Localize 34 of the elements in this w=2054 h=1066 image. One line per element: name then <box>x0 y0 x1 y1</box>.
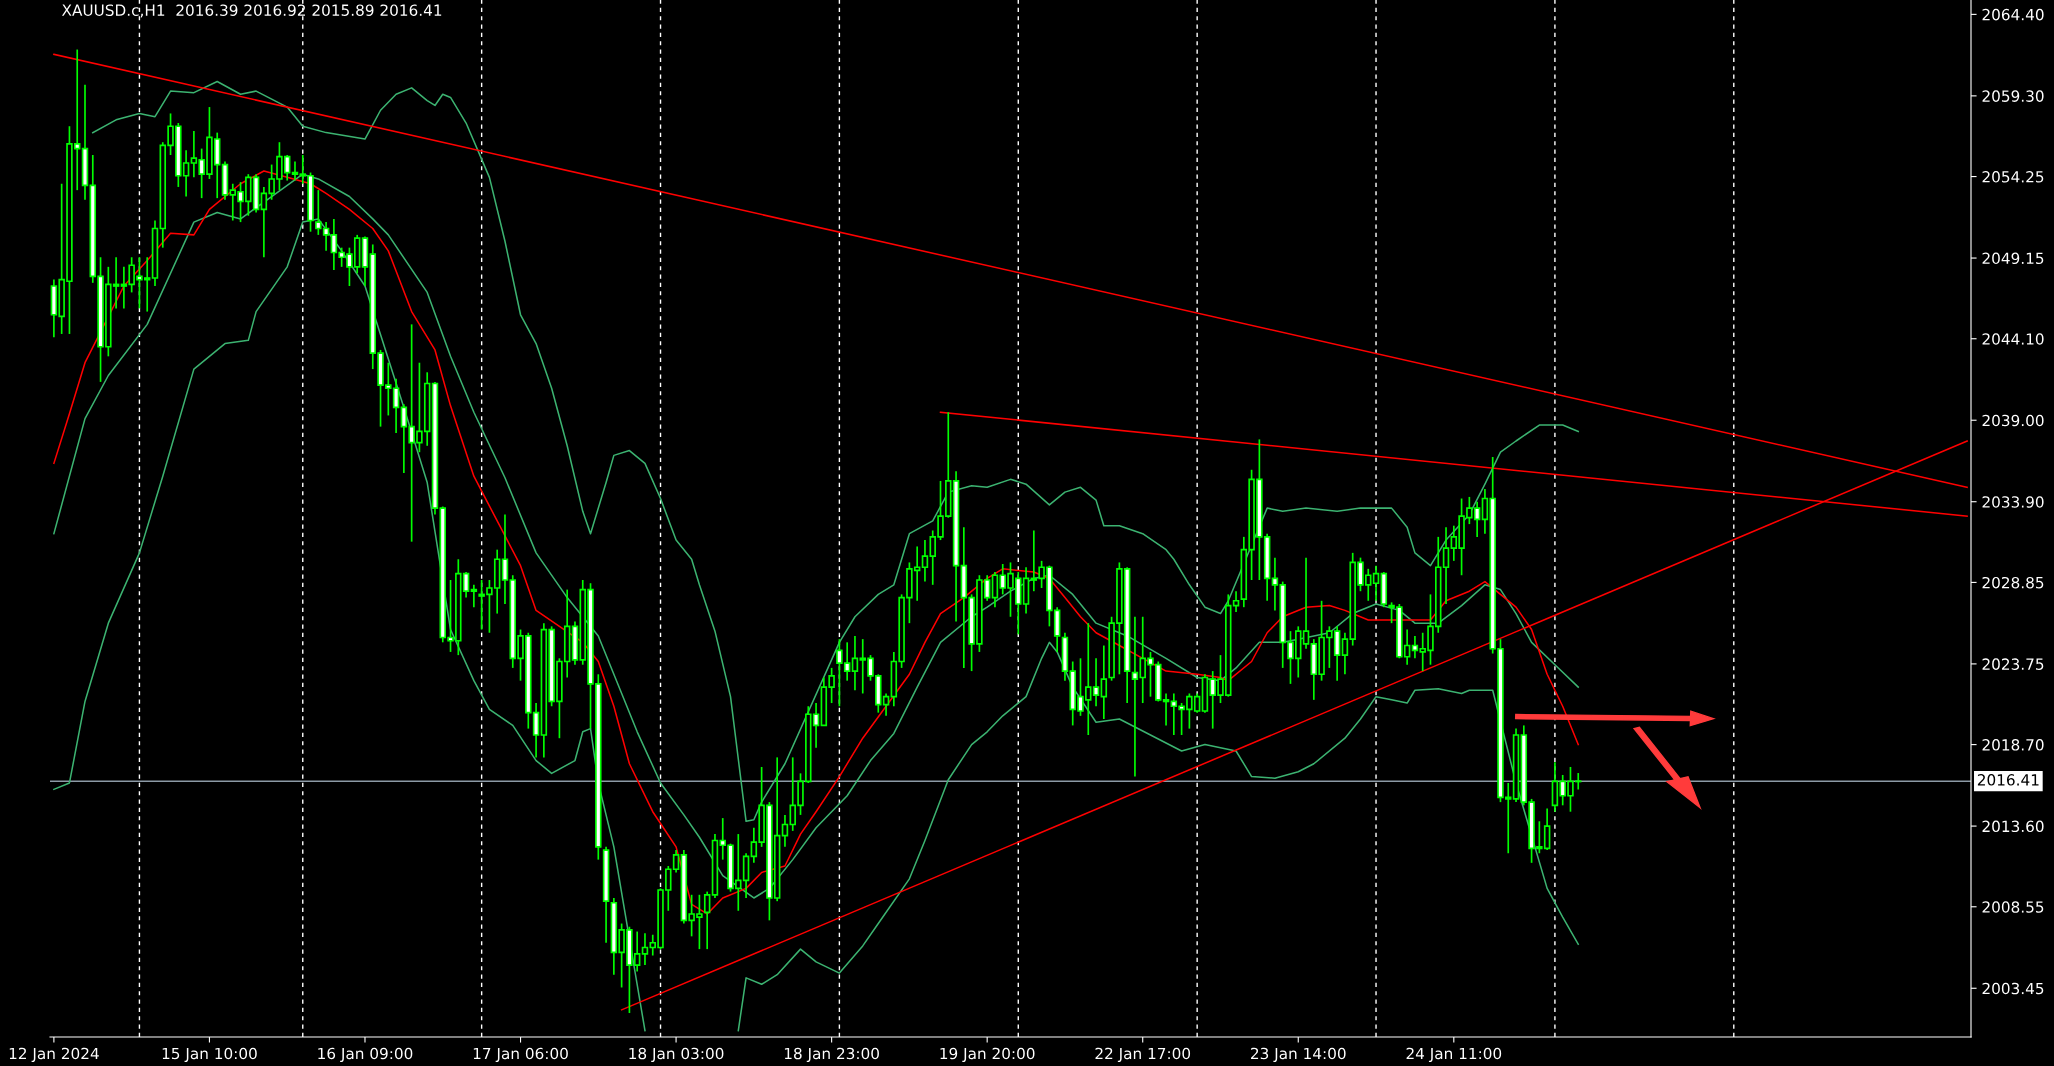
x-tick-label: 18 Jan 23:00 <box>784 1047 879 1063</box>
x-tick-label: 17 Jan 06:00 <box>473 1047 568 1063</box>
candlestick <box>1442 526 1450 605</box>
x-tick-label: 12 Jan 2024 <box>9 1047 99 1063</box>
ref-line-label: 2016.41 <box>1977 774 2039 786</box>
x-tick-label: 16 Jan 09:00 <box>318 1047 413 1063</box>
chart-title: XAUUSD.c,H1 2016.39 2016.92 2015.89 2016.41 <box>61 4 442 18</box>
y-tick-label: 2044.10 <box>1982 333 2044 345</box>
y-tick-label: 2064.40 <box>1982 8 2044 21</box>
x-tick-label: 23 Jan 14:00 <box>1251 1047 1346 1063</box>
y-tick-label: 2013.60 <box>1982 820 2044 833</box>
x-tick-label: 18 Jan 03:00 <box>629 1047 724 1063</box>
x-tick-label: 24 Jan 11:00 <box>1406 1047 1502 1063</box>
y-tick-label: 2003.45 <box>1982 982 2044 995</box>
line-series <box>53 218 646 1032</box>
y-tick-label: 2023.75 <box>1982 658 2044 670</box>
y-tick-label: 2054.25 <box>1982 171 2044 183</box>
y-tick-label: 2049.15 <box>1982 252 2044 265</box>
x-tick-label: 15 Jan 10:00 <box>162 1047 257 1063</box>
x-tick-label: 19 Jan 20:00 <box>940 1047 1035 1063</box>
candlestick <box>291 160 299 182</box>
candlestick <box>470 583 478 609</box>
line-series <box>92 80 1580 823</box>
line-series <box>737 641 1580 1032</box>
candlestick <box>1100 644 1108 720</box>
y-tick-label: 2018.70 <box>1982 739 2044 751</box>
candlestick <box>703 890 711 950</box>
y-tick-label: 2039.00 <box>1982 414 2044 427</box>
candlestick <box>501 513 509 605</box>
y-tick-label: 2008.55 <box>1982 901 2044 913</box>
y-tick-label: 2033.90 <box>1982 496 2044 508</box>
x-tick-label: 22 Jan 17:00 <box>1095 1047 1191 1063</box>
y-tick-label: 2028.85 <box>1982 576 2044 589</box>
y-tick-label: 2059.30 <box>1982 90 2044 102</box>
